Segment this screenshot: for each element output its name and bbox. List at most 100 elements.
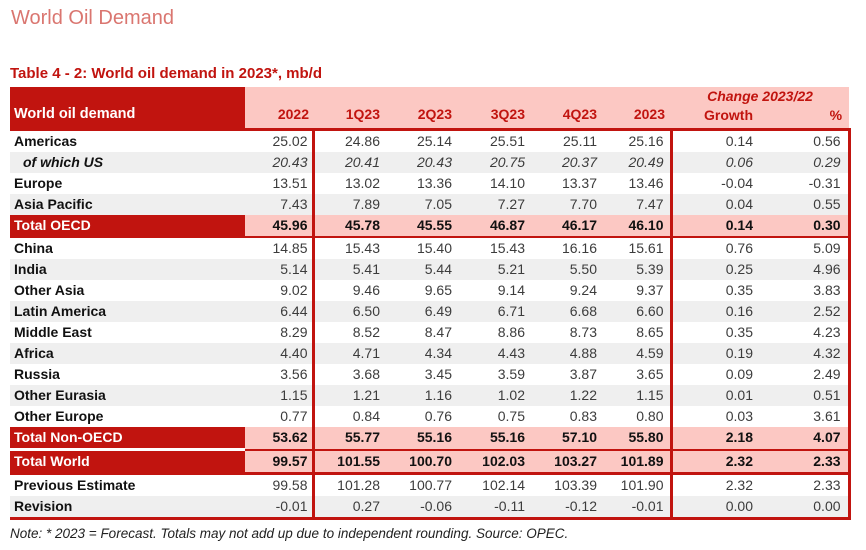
cell: 5.09: [767, 237, 851, 259]
cell: -0.06: [386, 496, 458, 520]
cell: 0.27: [311, 496, 386, 520]
cell: 4.34: [386, 343, 458, 364]
cell: 0.01: [669, 385, 767, 406]
row-label: Total OECD: [10, 215, 245, 238]
column-header-4q23: 4Q23: [531, 87, 603, 131]
change-header-group: Change 2023/22 Growth %: [671, 87, 850, 131]
column-header-2q23: 2Q23: [386, 87, 458, 131]
cell: 4.40: [245, 343, 313, 364]
cell: 0.83: [531, 406, 603, 427]
row-label: Americas: [10, 129, 245, 152]
column-header-1q23: 1Q23: [313, 87, 386, 131]
cell: 0.35: [669, 322, 767, 343]
cell: 0.51: [767, 385, 851, 406]
cell: 0.76: [669, 237, 767, 259]
row-label: Other Europe: [10, 406, 245, 427]
cell: 8.65: [603, 322, 671, 343]
cell: 15.43: [311, 237, 386, 259]
cell: 9.14: [458, 280, 531, 301]
page-title: World Oil Demand: [11, 7, 175, 29]
cell: 45.96: [245, 215, 313, 238]
cell: 4.23: [767, 322, 851, 343]
cell: 0.76: [386, 406, 458, 427]
cell: 7.47: [603, 194, 671, 215]
cell: 25.16: [603, 129, 671, 152]
cell: 7.05: [386, 194, 458, 215]
cell: 0.80: [603, 406, 671, 427]
cell: 0.14: [669, 215, 767, 238]
cell: 13.37: [531, 173, 603, 194]
cell: 1.15: [245, 385, 313, 406]
cell: 57.10: [531, 427, 603, 451]
table-row: of which US 20.43 20.41 20.43 20.75 20.3…: [10, 152, 851, 173]
cell: 9.24: [531, 280, 603, 301]
row-label: Previous Estimate: [10, 473, 245, 496]
cell: 14.85: [245, 237, 313, 259]
row-label: Total Non-OECD: [10, 427, 245, 451]
cell: 103.39: [531, 473, 603, 496]
cell: 101.90: [603, 473, 671, 496]
cell: 2.52: [767, 301, 851, 322]
cell: 0.56: [767, 129, 851, 152]
cell: 2.33: [767, 448, 851, 475]
cell: 20.41: [311, 152, 386, 173]
table-row: Total OECD 45.96 45.78 45.55 46.87 46.17…: [10, 215, 851, 238]
cell: 16.16: [531, 237, 603, 259]
cell: 4.88: [531, 343, 603, 364]
cell: 101.28: [311, 473, 386, 496]
cell: 13.46: [603, 173, 671, 194]
cell: 4.96: [767, 259, 851, 280]
cell: 8.47: [386, 322, 458, 343]
cell: 2.49: [767, 364, 851, 385]
cell: 20.43: [386, 152, 458, 173]
cell: 9.65: [386, 280, 458, 301]
cell: -0.04: [669, 173, 767, 194]
cell: 0.06: [669, 152, 767, 173]
cell: 5.21: [458, 259, 531, 280]
cell: 3.83: [767, 280, 851, 301]
row-label: Russia: [10, 364, 245, 385]
cell: 7.27: [458, 194, 531, 215]
table-row: Other Europe 0.77 0.84 0.76 0.75 0.83 0.…: [10, 406, 851, 427]
table-heading: Table 4 - 2: World oil demand in 2023*, …: [10, 65, 323, 82]
table-row: Latin America 6.44 6.50 6.49 6.71 6.68 6…: [10, 301, 851, 322]
column-header-percent: %: [829, 107, 843, 123]
cell: 6.50: [311, 301, 386, 322]
row-label: Middle East: [10, 322, 245, 343]
cell: 4.59: [603, 343, 671, 364]
cell: 3.61: [767, 406, 851, 427]
table-row: Americas 25.02 24.86 25.14 25.51 25.11 2…: [10, 129, 851, 152]
cell: 3.68: [311, 364, 386, 385]
cell: 0.35: [669, 280, 767, 301]
table-row: Previous Estimate 99.58 101.28 100.77 10…: [10, 473, 851, 496]
row-label: Other Eurasia: [10, 385, 245, 406]
cell: 1.21: [311, 385, 386, 406]
cell: 5.44: [386, 259, 458, 280]
cell: 0.55: [767, 194, 851, 215]
cell: 8.52: [311, 322, 386, 343]
cell: 46.10: [603, 215, 671, 238]
row-label: Europe: [10, 173, 245, 194]
row-label: Africa: [10, 343, 245, 364]
row-label: India: [10, 259, 245, 280]
cell: -0.12: [531, 496, 603, 520]
cell: 3.87: [531, 364, 603, 385]
cell: 9.46: [311, 280, 386, 301]
cell: 102.03: [458, 448, 531, 475]
cell: 0.75: [458, 406, 531, 427]
cell: 45.78: [311, 215, 386, 238]
cell: 1.16: [386, 385, 458, 406]
cell: -0.01: [603, 496, 671, 520]
cell: 20.43: [245, 152, 313, 173]
table-row: Middle East 8.29 8.52 8.47 8.86 8.73 8.6…: [10, 322, 851, 343]
cell: 1.15: [603, 385, 671, 406]
cell: 55.16: [458, 427, 531, 451]
cell: 4.43: [458, 343, 531, 364]
cell: 2.32: [669, 448, 767, 475]
table-row: China 14.85 15.43 15.40 15.43 16.16 15.6…: [10, 237, 851, 259]
table-row: Other Asia 9.02 9.46 9.65 9.14 9.24 9.37…: [10, 280, 851, 301]
cell: 14.10: [458, 173, 531, 194]
column-header-growth: Growth: [704, 107, 753, 123]
cell: 0.77: [245, 406, 313, 427]
corner-header: World oil demand: [10, 87, 245, 131]
